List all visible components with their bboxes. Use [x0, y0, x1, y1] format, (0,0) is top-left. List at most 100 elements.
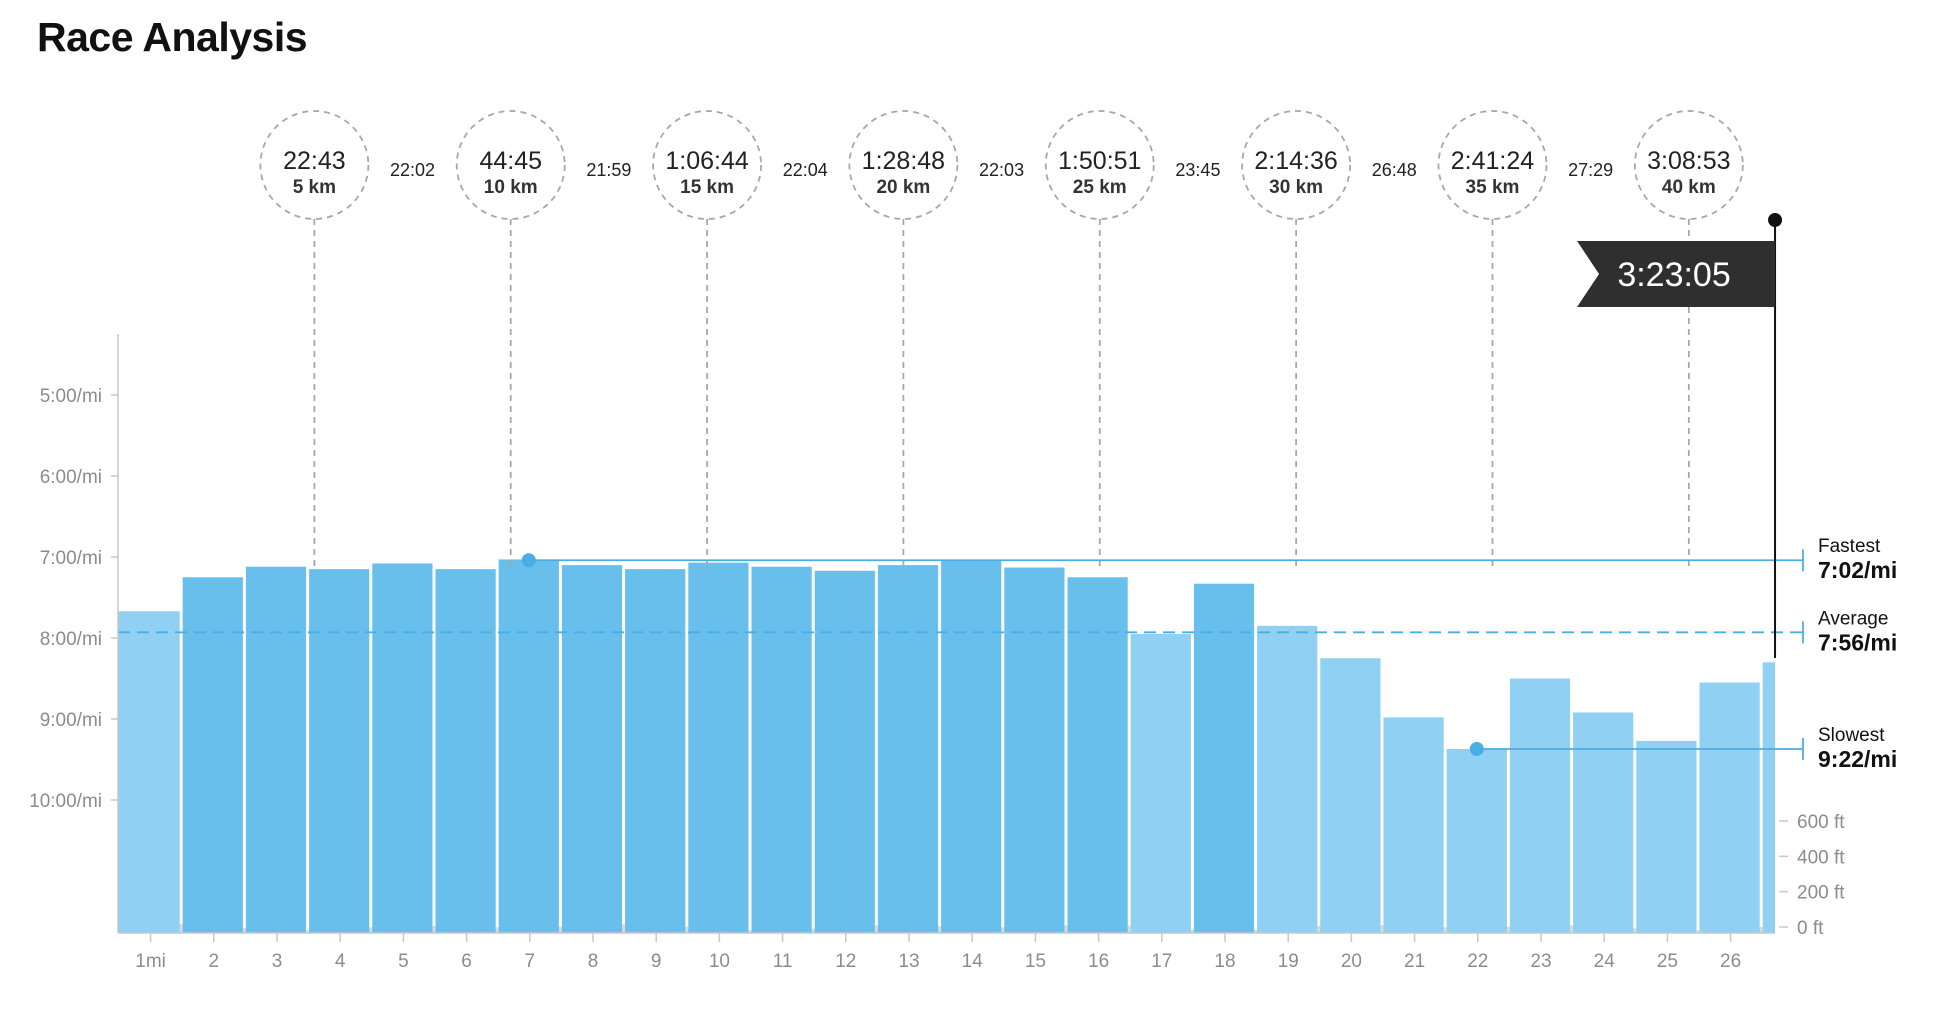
y-tick-label: 9:00/mi [40, 710, 102, 731]
pace-bar [309, 569, 370, 933]
reference-value: 7:56/mi [1818, 629, 1897, 655]
pace-bar [941, 561, 1002, 933]
axes-layer: 5:00/mi 6:00/mi 7:00/mi 8:00/mi 9:00/mi 10:00… [29, 334, 1845, 972]
split-distance-label: 35 km [1466, 177, 1520, 198]
pace-bar [1573, 712, 1634, 933]
x-tick-label: 18 [1214, 951, 1235, 972]
x-tick-label: 9 [651, 951, 662, 972]
pace-bar [1636, 740, 1697, 933]
pace-bar [1509, 678, 1571, 933]
pace-bar [1699, 682, 1760, 933]
segment-time: 23:45 [1175, 160, 1220, 180]
split-circle [259, 110, 370, 220]
segment-time: 22:03 [979, 160, 1024, 180]
reference-name: Slowest [1818, 725, 1885, 746]
x-tick-label: 8 [588, 951, 599, 972]
pace-bar [1193, 583, 1255, 933]
x-tick-label: 11 [773, 951, 793, 972]
split-time: 2:14:36 [1254, 147, 1337, 175]
x-tick-label: 1mi [135, 951, 166, 972]
split-distance-label: 30 km [1269, 177, 1323, 198]
segment-time: 26:48 [1372, 160, 1417, 180]
pace-bar [1130, 633, 1191, 933]
split-distance-label: 40 km [1662, 177, 1716, 198]
pace-bar [245, 566, 307, 933]
pace-bar [814, 570, 875, 933]
segment-time: 22:02 [390, 160, 435, 180]
pace-bar [1383, 717, 1444, 933]
y-tick-label: 7:00/mi [40, 548, 102, 569]
elevation-tick-label: 0 ft [1797, 918, 1824, 939]
x-tick-label: 22 [1467, 951, 1488, 972]
x-tick-label: 12 [835, 951, 856, 972]
x-tick-label: 15 [1025, 951, 1046, 972]
split-circle [848, 110, 959, 220]
split-time: 44:45 [479, 147, 542, 175]
reference-value: 7:02/mi [1818, 557, 1897, 583]
pace-bar [182, 577, 243, 933]
split-distance-label: 25 km [1073, 177, 1127, 198]
x-tick-label: 24 [1594, 951, 1616, 972]
split-time: 1:28:48 [862, 147, 945, 175]
segment-time: 22:04 [783, 160, 828, 180]
pace-bar [877, 565, 939, 933]
finish-layer: 3:23:05 [1577, 213, 1783, 658]
reference-name: Fastest [1818, 536, 1881, 557]
segment-time: 21:59 [586, 160, 631, 180]
x-tick-label: 3 [272, 951, 283, 972]
pace-bar [372, 563, 433, 933]
x-tick-label: 6 [461, 951, 472, 972]
x-tick-label: 13 [898, 951, 919, 972]
pace-bar [751, 566, 812, 933]
bars-layer [118, 559, 1776, 933]
reference-value: 9:22/mi [1818, 746, 1897, 772]
elevation-tick-label: 600 ft [1797, 812, 1845, 833]
pace-bar [1257, 625, 1318, 933]
elevation-tick-label: 400 ft [1797, 847, 1845, 868]
split-circle [1633, 110, 1744, 220]
split-circle [1044, 110, 1155, 220]
pace-bar-partial [1762, 662, 1776, 933]
split-time: 3:08:53 [1647, 147, 1730, 175]
finish-pole-top [1768, 213, 1783, 227]
x-tick-label: 23 [1530, 951, 1551, 972]
y-tick-label: 8:00/mi [40, 629, 102, 650]
pace-bar [1004, 567, 1065, 933]
y-tick-label: 10:00/mi [29, 791, 102, 812]
split-distance-label: 5 km [293, 177, 336, 198]
y-tick-label: 5:00/mi [40, 386, 102, 407]
split-circle [455, 110, 566, 220]
pace-bar [1067, 577, 1128, 933]
x-tick-label: 19 [1278, 951, 1299, 972]
pace-bar [561, 565, 623, 933]
x-tick-label: 20 [1341, 951, 1362, 972]
pace-bar [118, 611, 180, 933]
x-tick-label: 7 [525, 951, 536, 972]
split-circle [1437, 110, 1548, 220]
x-tick-label: 2 [209, 951, 220, 972]
split-time: 1:06:44 [665, 147, 749, 175]
x-tick-label: 17 [1151, 951, 1172, 972]
pace-bar [435, 569, 496, 933]
elevation-tick-label: 200 ft [1797, 883, 1845, 904]
segment-time: 27:29 [1568, 160, 1613, 180]
x-tick-label: 4 [335, 951, 346, 972]
x-tick-label: 25 [1657, 951, 1678, 972]
pace-bar [1320, 658, 1381, 933]
x-tick-label: 16 [1088, 951, 1109, 972]
x-tick-label: 21 [1404, 951, 1425, 972]
split-circle [1241, 110, 1352, 220]
split-distance-label: 20 km [876, 177, 930, 198]
x-tick-label: 14 [962, 951, 984, 972]
finish-flag [1577, 241, 1776, 307]
reference-name: Average [1818, 608, 1888, 629]
finish-time: 3:23:05 [1617, 256, 1730, 294]
pace-bar [498, 559, 559, 933]
x-tick-label: 26 [1720, 951, 1741, 972]
split-time: 22:43 [283, 147, 346, 175]
page-title: Race Analysis [37, 14, 308, 60]
y-tick-label: 6:00/mi [40, 467, 102, 488]
